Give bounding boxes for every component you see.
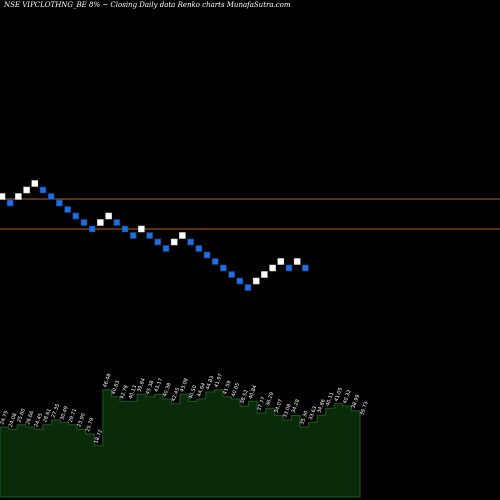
volume-label: 46.48 [102,373,113,389]
volume-label: 43.08 [179,377,190,393]
renko-brick-down [64,206,71,213]
volume-label: 42.45 [171,387,182,403]
volume-label: 40.84 [248,384,259,400]
renko-brick-up [97,219,104,226]
renko-brick-down [121,225,129,233]
volume-label: 45.38 [145,380,156,396]
volume-label: 41.97 [214,373,225,389]
volume-label: 27.35 [51,403,62,419]
renko-brick-down [244,284,252,291]
renko-brick-down [211,258,219,265]
renko-brick-down [195,245,203,252]
volume-label: 40.05 [231,382,242,398]
volume-label: 26.66 [25,410,36,426]
volume-area [0,389,361,498]
volume-label: 37.77 [256,396,267,412]
renko-brick-down [6,199,14,207]
volume-label: 38.99 [351,394,362,410]
volume-label: 28.61 [42,408,53,424]
volume-label: 40.13 [128,384,139,400]
renko-brick-down [47,193,55,200]
volume-label: 39.73 [359,401,370,417]
volume-label: 24.45 [34,412,45,428]
volume-label: 23.90 [76,412,87,428]
volume-label: 33.08 [282,403,293,419]
renko-brick-down [88,225,96,233]
chart-title: NSE VIPCLOTHNG_BE 8% ~ Closing Daily dat… [4,1,291,9]
renko-brick-up [23,186,30,194]
renko-brick-up [105,212,112,220]
renko-brick-down [302,264,309,272]
renko-brick-down [187,238,194,246]
volume-label: 18.72 [94,429,105,445]
volume-label: 34.28 [291,398,302,414]
renko-brick-up [179,232,186,239]
volume-label: 40.11 [325,391,336,407]
volume-label: 34.07 [274,398,285,414]
renko-brick-up [15,193,22,200]
volume-label: 42.78 [119,384,130,400]
renko-brick-down [72,212,80,220]
volume-label: 39.84 [136,377,147,393]
renko-brick-down [203,251,211,259]
volume-label: 25.60 [16,408,27,424]
volume-label: 33.63 [308,405,319,421]
volume-label: 44.83 [205,375,216,391]
renko-brick-up [31,180,39,187]
renko-brick-up [252,277,260,285]
volume-label: 43.17 [154,377,165,393]
volume-label: 29.71 [68,408,79,424]
renko-brick-down [236,277,244,285]
volume-label: 30.49 [59,405,70,421]
renko-brick-down [162,245,170,252]
volume-label: 40.63 [111,380,122,396]
renko-brick-up [261,271,268,278]
renko-brick-down [56,199,63,207]
volume-label: 41.59 [222,380,233,396]
volume-label: 41.05 [334,387,345,403]
volume-label: 35.30 [299,410,310,426]
volume-label: 44.64 [196,382,207,398]
renko-brick-up [269,264,276,272]
renko-brick-up [0,193,6,200]
renko-brick-up [293,258,301,265]
renko-brick-up [138,225,145,233]
volume-label: 36.29 [265,391,276,407]
volume-label: 38.52 [239,389,250,405]
renko-brick-down [146,232,153,239]
renko-brick-up [170,238,178,246]
volume-label: 40.32 [342,389,353,405]
volume-label: 25.79 [85,417,96,433]
renko-brick-down [80,219,88,226]
volume-label: 40.38 [162,382,173,398]
renko-brick-down [285,264,293,272]
renko-brick-down [154,238,162,246]
volume-label: 24.08 [8,412,19,428]
renko-brick-down [39,186,47,194]
volume-label: 24.75 [0,410,10,426]
renko-brick-down [228,271,235,278]
renko-brick-down [220,264,227,272]
renko-brick-up [277,258,285,265]
volume-label: 40.50 [188,384,199,400]
renko-brick-down [113,219,121,226]
renko-brick-down [129,232,137,239]
volume-label: 34.86 [316,398,327,414]
